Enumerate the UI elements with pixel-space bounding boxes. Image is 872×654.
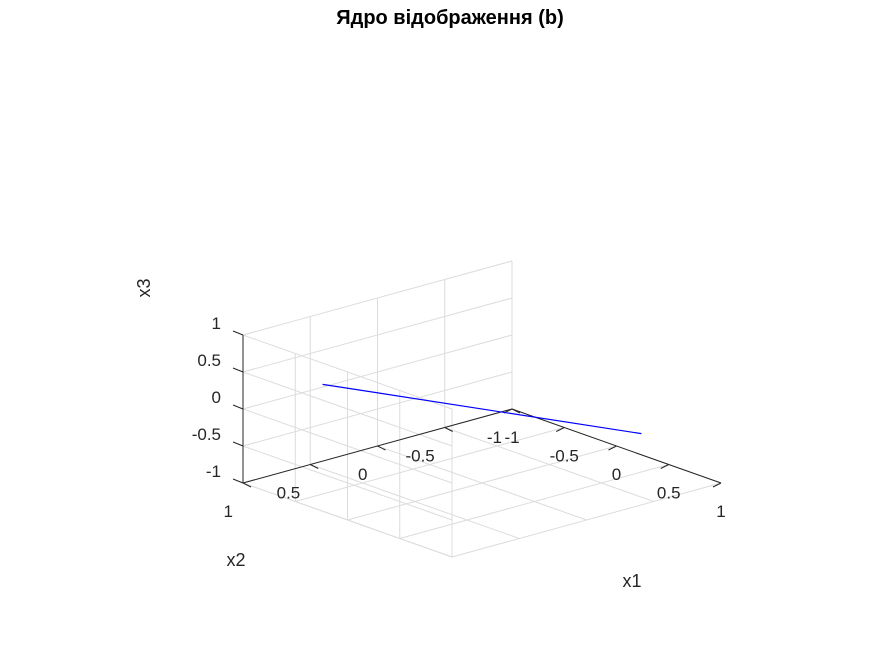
x3-tick-mark bbox=[232, 404, 244, 410]
kernel-line bbox=[322, 383, 642, 435]
x2-tick-label: 1 bbox=[224, 502, 233, 521]
x1-tick-mark bbox=[608, 445, 617, 451]
x2-tick-label: 0.5 bbox=[277, 484, 301, 503]
x3-tick-mark bbox=[232, 441, 244, 447]
gridline bbox=[242, 260, 513, 336]
x1-axis-label: x1 bbox=[622, 571, 641, 591]
tick-labels: -1 -0.5 0 0.5 1 -1 -0.5 0 0.5 1 -1 -0.5 0 0.5 1 bbox=[192, 314, 726, 521]
x1-tick-mark bbox=[556, 427, 565, 432]
x1-tick-label: 0.5 bbox=[657, 484, 681, 503]
x3-tick-mark bbox=[232, 367, 244, 373]
x2-tick-label: -1 bbox=[487, 428, 502, 447]
gridline bbox=[242, 334, 453, 410]
gridline bbox=[242, 445, 453, 521]
gridline bbox=[242, 482, 453, 558]
gridline bbox=[242, 371, 513, 447]
x2-tick-mark bbox=[444, 427, 453, 432]
x1-tick-mark bbox=[712, 482, 722, 488]
x1-tick-label: -0.5 bbox=[550, 447, 579, 466]
x2-tick-label: -0.5 bbox=[405, 447, 434, 466]
x3-tick-label: 1 bbox=[212, 314, 221, 333]
axes bbox=[232, 330, 722, 488]
x2-axis-label: x2 bbox=[226, 550, 245, 570]
x3-tick-label: -1 bbox=[206, 462, 221, 481]
x2-tick-mark bbox=[242, 482, 252, 488]
x1-tick-label: -1 bbox=[504, 428, 519, 447]
gridline bbox=[242, 297, 513, 373]
gridline bbox=[310, 464, 520, 539]
x2-tick-mark bbox=[511, 408, 521, 414]
x1-tick-label: 1 bbox=[716, 502, 725, 521]
gridline bbox=[242, 371, 453, 447]
x1-tick-label: 0 bbox=[612, 465, 621, 484]
x3-tick-label: 0.5 bbox=[197, 351, 221, 370]
series bbox=[322, 383, 642, 435]
x3-axis-label: x3 bbox=[134, 278, 154, 297]
gridline bbox=[444, 427, 654, 502]
gridline bbox=[377, 445, 587, 521]
gridline bbox=[242, 334, 513, 410]
x3-tick-label: -0.5 bbox=[192, 425, 221, 444]
gridline bbox=[242, 408, 453, 484]
x2-tick-label: 0 bbox=[358, 465, 367, 484]
x3-tick-mark bbox=[232, 330, 244, 336]
x2-tick-mark bbox=[310, 464, 319, 469]
x3-tick-label: 0 bbox=[212, 388, 221, 407]
x3-tick-mark bbox=[232, 478, 244, 484]
chart-title: Ядро відображення (b) bbox=[336, 7, 563, 29]
x1-tick-mark bbox=[660, 464, 669, 469]
x2-tick-mark bbox=[377, 445, 386, 451]
